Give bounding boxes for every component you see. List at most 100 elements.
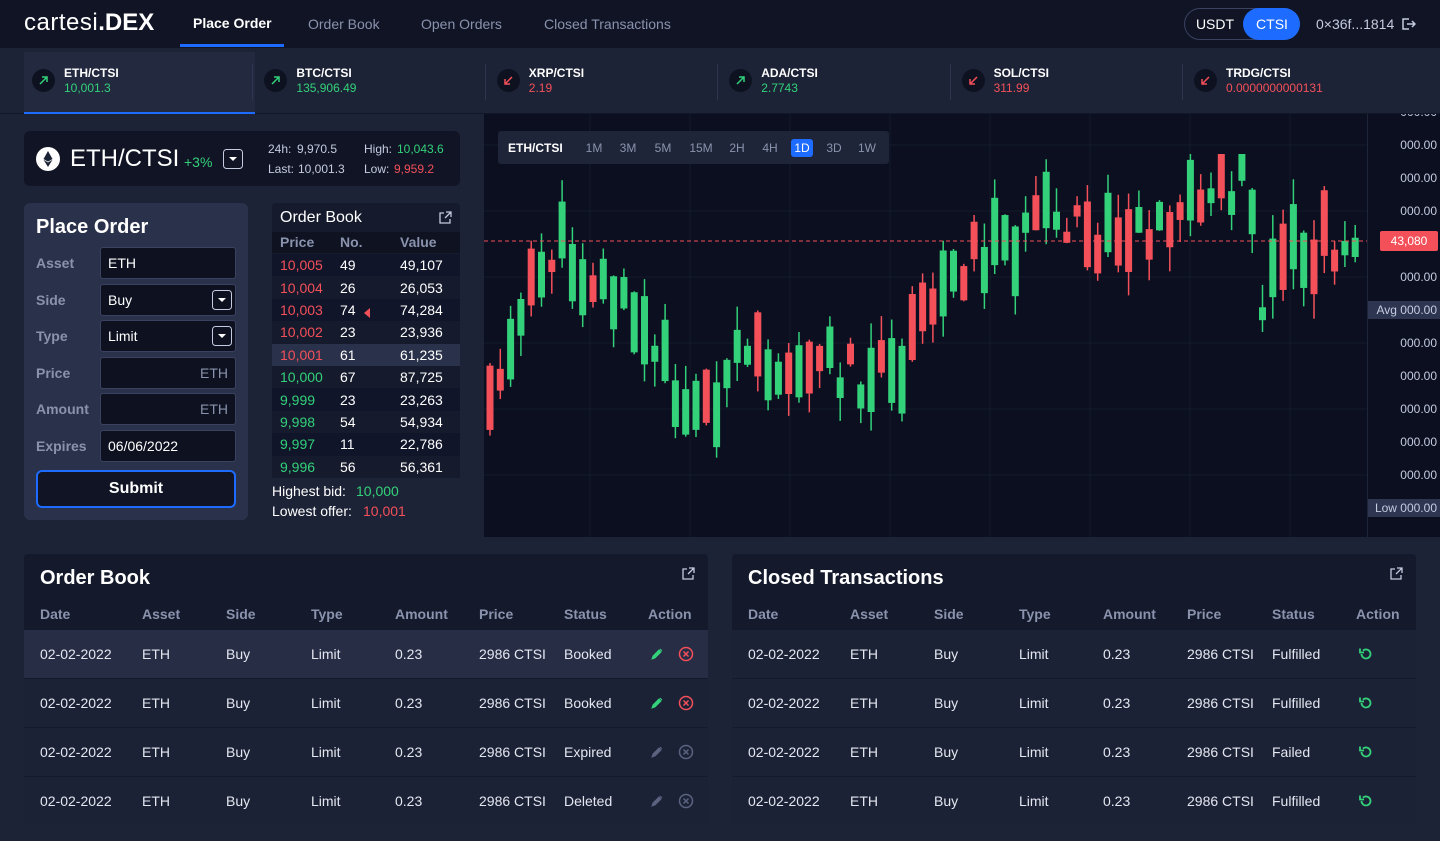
ticker-pair[interactable]: XRP/CTSI xyxy=(528,66,585,80)
table-row[interactable] xyxy=(732,679,1416,727)
order-row[interactable] xyxy=(272,321,460,344)
table-row[interactable] xyxy=(24,630,708,678)
order-price: 9,999 xyxy=(280,391,316,408)
table-cell: 0.23 xyxy=(395,695,423,711)
currency-option[interactable]: CTSI xyxy=(1256,16,1288,32)
interval-option[interactable]: 1W xyxy=(858,141,876,155)
currency-option[interactable]: USDT xyxy=(1195,16,1235,32)
ticker-pair[interactable]: ETH/CTSI xyxy=(64,66,119,80)
column-header: Type xyxy=(1019,606,1051,622)
order-price: 9,998 xyxy=(280,414,316,430)
interval-option[interactable]: 1D xyxy=(794,141,810,155)
ticker-icon[interactable] xyxy=(264,69,288,92)
ticker-pair[interactable]: BTC/CTSI xyxy=(296,66,352,80)
input-field[interactable] xyxy=(100,430,236,462)
table-cell: Buy xyxy=(934,695,959,711)
interval-option[interactable]: 5M xyxy=(654,141,672,155)
external-link[interactable] xyxy=(439,211,452,224)
pair-dropdown[interactable] xyxy=(223,149,243,169)
candle-body xyxy=(1289,204,1297,270)
submit-label[interactable]: Submit xyxy=(108,480,164,497)
candle-body xyxy=(723,359,731,389)
ticker-pair[interactable]: ADA/CTSI xyxy=(761,66,818,80)
interval-option[interactable]: 4H xyxy=(762,141,778,155)
table-cell: ETH xyxy=(142,744,170,760)
ticker-icon[interactable] xyxy=(496,69,520,92)
select-caret-glyph xyxy=(212,326,232,346)
table-cell: 2986 CTSI xyxy=(479,646,546,662)
table-row[interactable] xyxy=(24,728,708,776)
logout-icon[interactable] xyxy=(1400,16,1417,32)
interval-option[interactable]: 3D xyxy=(826,141,842,155)
ticker-icon[interactable] xyxy=(1194,69,1217,92)
input-field[interactable] xyxy=(100,247,236,279)
select-caret[interactable] xyxy=(212,290,232,310)
select-caret-glyph xyxy=(212,290,232,310)
ticker-icon-glyph xyxy=(32,69,55,92)
order-row[interactable] xyxy=(272,410,460,434)
ticker-icon[interactable] xyxy=(729,69,753,92)
ticker-icon[interactable] xyxy=(961,69,985,92)
edit-action xyxy=(650,794,664,808)
cancel-action-glyph xyxy=(678,646,694,662)
cancel-action[interactable] xyxy=(678,646,694,662)
table-row[interactable] xyxy=(24,679,708,727)
external-link[interactable] xyxy=(1390,567,1403,580)
order-row[interactable] xyxy=(272,433,460,456)
table-row[interactable] xyxy=(732,630,1416,678)
repeat-action[interactable] xyxy=(1358,744,1374,760)
interval-option[interactable]: 3M xyxy=(619,141,637,155)
axis-marker-label: Low 000.00 xyxy=(1374,501,1437,515)
interval-option[interactable]: 1M xyxy=(585,141,603,155)
nav-item[interactable]: Open Orders xyxy=(421,16,502,32)
cancel-action[interactable] xyxy=(678,695,694,711)
repeat-action[interactable] xyxy=(1358,695,1374,711)
order-row[interactable] xyxy=(272,366,460,389)
axis-label: 000.00 xyxy=(1400,204,1437,218)
order-row[interactable] xyxy=(272,455,460,478)
interval-option[interactable]: 2H xyxy=(729,141,745,155)
order-row[interactable] xyxy=(272,276,460,299)
ticker-pair[interactable]: SOL/CTSI xyxy=(993,66,1049,80)
candle-body xyxy=(877,340,885,373)
candle-body xyxy=(754,312,762,377)
input-field[interactable] xyxy=(100,357,236,389)
input-field[interactable] xyxy=(100,393,236,425)
order-row[interactable] xyxy=(272,254,460,277)
ticker-pair[interactable]: TRDG/CTSI xyxy=(1226,66,1291,80)
order-price: 9,996 xyxy=(280,458,316,475)
table-row[interactable] xyxy=(732,728,1416,776)
edit-action[interactable] xyxy=(650,647,664,661)
input-field[interactable] xyxy=(100,284,236,316)
nav-item[interactable]: Place Order xyxy=(193,15,272,31)
external-link[interactable] xyxy=(682,567,695,580)
edit-action[interactable] xyxy=(650,696,664,710)
table-title: Order Book xyxy=(40,567,151,589)
repeat-action[interactable] xyxy=(1358,646,1374,662)
order-row[interactable] xyxy=(272,298,460,322)
table-row[interactable] xyxy=(732,777,1416,825)
select-caret[interactable] xyxy=(212,326,232,346)
candle-body xyxy=(682,389,690,435)
order-row[interactable] xyxy=(272,343,460,366)
repeat-action[interactable] xyxy=(1358,793,1374,809)
ticker-icon[interactable] xyxy=(32,69,55,92)
candle-body xyxy=(919,282,927,332)
toolbar-pair: ETH/CTSI xyxy=(508,141,563,155)
submit-button[interactable] xyxy=(36,470,236,508)
interval-option[interactable]: 15M xyxy=(689,141,713,155)
nav-item[interactable]: Closed Transactions xyxy=(544,16,671,32)
ticker-price: 0.0000000000131 xyxy=(1226,81,1323,95)
nav-item[interactable]: Order Book xyxy=(308,16,380,32)
table-row[interactable] xyxy=(24,777,708,825)
interval-active[interactable] xyxy=(791,139,813,157)
place-order-title: Place Order xyxy=(36,216,149,238)
candle-body xyxy=(836,377,844,398)
account-address[interactable]: 0×36f...1814 xyxy=(1316,16,1395,32)
table-cell: 0.23 xyxy=(1103,646,1131,662)
order-row[interactable] xyxy=(272,388,460,411)
ticker-divider xyxy=(484,64,486,100)
table-cell: Buy xyxy=(934,646,959,662)
external-link-glyph xyxy=(439,211,452,224)
input-field[interactable] xyxy=(100,320,236,352)
